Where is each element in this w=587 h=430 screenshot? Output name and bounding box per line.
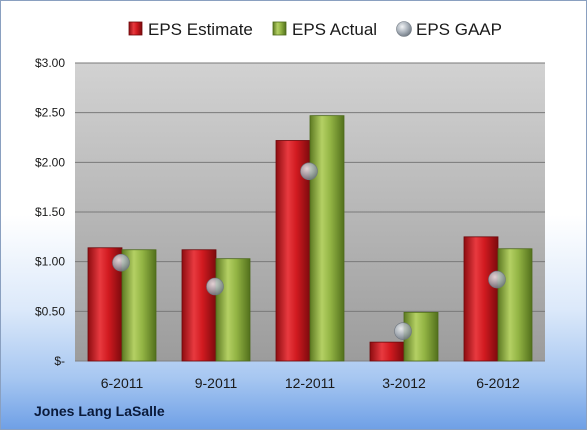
eps-estimate-bar — [369, 341, 405, 362]
y-tick-label: $3.00 — [35, 56, 65, 70]
x-category-label: 9-2011 — [195, 375, 238, 391]
company-label: Jones Lang LaSalle — [34, 403, 165, 419]
y-tick-label: $- — [54, 354, 65, 368]
eps-actual-bar — [497, 248, 533, 362]
x-axis-categories: 6-2011 9-2011 12-2011 3-2012 6-2012 — [101, 375, 520, 391]
eps-gaap-marker — [112, 253, 130, 272]
y-tick-label: $1.00 — [35, 255, 65, 269]
y-axis-ticks: $- $0.50 $1.00 $1.50 $2.00 $2.50 $3.00 — [35, 56, 65, 368]
eps-gaap-legend-label: EPS GAAP — [416, 20, 502, 39]
x-category-label: 6-2012 — [476, 375, 520, 391]
y-tick-label: $1.50 — [35, 205, 65, 219]
y-tick-label: $2.00 — [35, 155, 65, 169]
eps-estimate-bar — [463, 236, 499, 362]
x-category-label: 6-2011 — [101, 375, 144, 391]
eps-gaap-marker — [488, 270, 506, 289]
x-category-label: 3-2012 — [382, 375, 426, 391]
gaap-markers — [112, 162, 506, 341]
eps-gaap-marker — [394, 322, 412, 341]
eps-estimate-bar — [181, 249, 217, 362]
eps-gaap-legend-swatch — [396, 21, 412, 37]
legend: EPS Estimate EPS Actual EPS GAAP — [128, 20, 502, 39]
eps-actual-legend-swatch — [272, 21, 287, 36]
y-tick-label: $0.50 — [35, 304, 65, 318]
eps-estimate-legend-label: EPS Estimate — [148, 20, 253, 39]
eps-actual-bar — [215, 258, 251, 362]
eps-estimate-legend-swatch — [128, 21, 143, 36]
eps-actual-bar — [309, 115, 345, 362]
bars — [87, 115, 533, 362]
eps-gaap-marker — [300, 162, 318, 181]
y-tick-label: $2.50 — [35, 106, 65, 120]
x-category-label: 12-2011 — [285, 375, 336, 391]
eps-actual-legend-label: EPS Actual — [292, 20, 377, 39]
eps-gaap-marker — [206, 277, 224, 296]
